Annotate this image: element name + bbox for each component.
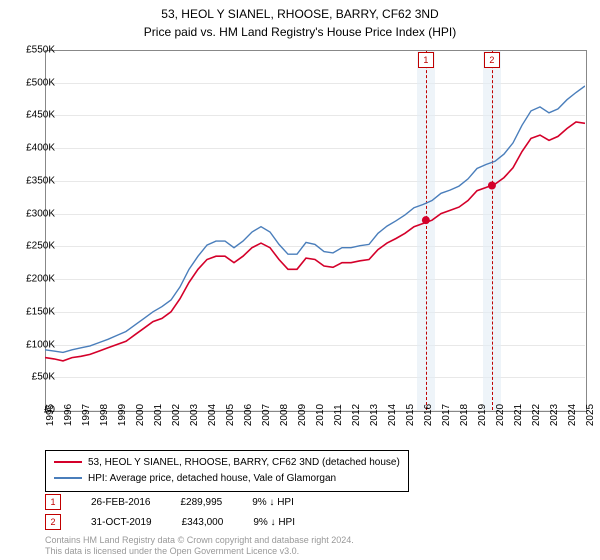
sale-marker-2: 2 (45, 514, 61, 530)
footer-line-2: This data is licensed under the Open Gov… (45, 546, 354, 558)
sale-row-2: 2 31-OCT-2019 £343,000 9% ↓ HPI (45, 514, 295, 530)
sale-marker-1: 1 (45, 494, 61, 510)
line-series (45, 50, 585, 410)
sale-diff-2: 9% ↓ HPI (253, 517, 295, 528)
sale-date-1: 26-FEB-2016 (91, 497, 150, 508)
chart-subtitle: Price paid vs. HM Land Registry's House … (0, 25, 600, 39)
legend-label-property: 53, HEOL Y SIANEL, RHOOSE, BARRY, CF62 3… (88, 457, 400, 468)
sale-price-2: £343,000 (182, 517, 224, 528)
legend-swatch-hpi (54, 477, 82, 479)
sale-diff-1: 9% ↓ HPI (252, 497, 294, 508)
legend-item-hpi: HPI: Average price, detached house, Vale… (54, 471, 400, 487)
chart-title: 53, HEOL Y SIANEL, RHOOSE, BARRY, CF62 3… (0, 0, 600, 23)
chart-container: 53, HEOL Y SIANEL, RHOOSE, BARRY, CF62 3… (0, 0, 600, 560)
legend-swatch-property (54, 461, 82, 463)
legend-label-hpi: HPI: Average price, detached house, Vale… (88, 473, 336, 484)
sale-price-1: £289,995 (180, 497, 222, 508)
legend-item-property: 53, HEOL Y SIANEL, RHOOSE, BARRY, CF62 3… (54, 455, 400, 471)
legend: 53, HEOL Y SIANEL, RHOOSE, BARRY, CF62 3… (45, 450, 409, 492)
sale-row-1: 1 26-FEB-2016 £289,995 9% ↓ HPI (45, 494, 294, 510)
sale-date-2: 31-OCT-2019 (91, 517, 152, 528)
footer-attribution: Contains HM Land Registry data © Crown c… (45, 535, 354, 558)
footer-line-1: Contains HM Land Registry data © Crown c… (45, 535, 354, 547)
